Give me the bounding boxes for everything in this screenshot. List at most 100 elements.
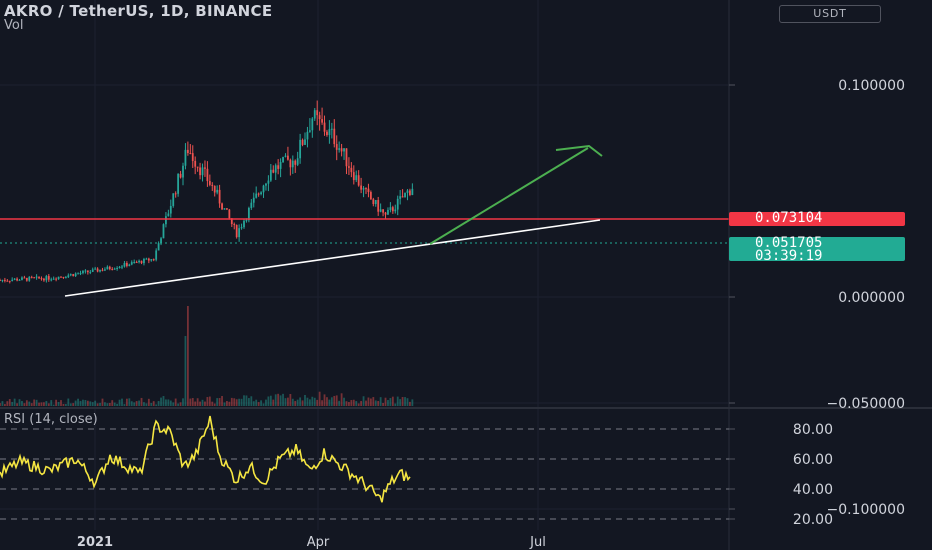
volume-bar bbox=[94, 400, 97, 406]
volume-bar bbox=[101, 398, 104, 406]
volume-bar bbox=[152, 401, 155, 406]
candle-body bbox=[289, 159, 292, 168]
currency-button[interactable]: USDT bbox=[779, 5, 881, 23]
volume-bar bbox=[67, 398, 70, 406]
symbol-title[interactable]: AKRO / TetherUS, 1D, BINANCE bbox=[4, 2, 273, 20]
rsi-axis[interactable]: 80.00 60.00 40.00 20.00 bbox=[729, 422, 833, 528]
volume-bar bbox=[125, 398, 128, 406]
candle-body bbox=[279, 162, 282, 169]
volume-bar bbox=[35, 399, 38, 406]
volume-bar bbox=[411, 399, 414, 406]
volume-label[interactable]: Vol bbox=[4, 18, 24, 33]
candle-body bbox=[25, 277, 28, 281]
volume-bar bbox=[333, 395, 336, 406]
rsi-tick-label: 60.00 bbox=[793, 452, 833, 468]
rsi-label[interactable]: RSI (14, close) bbox=[4, 412, 98, 427]
volume-bar bbox=[235, 399, 238, 406]
price-axis[interactable]: 0.2500000.2000000.1500000.1000000.000000… bbox=[729, 0, 905, 518]
candle-body bbox=[365, 188, 367, 190]
rsi-tick-label: 80.00 bbox=[793, 422, 833, 438]
volume-bar bbox=[321, 400, 323, 406]
volume-bar bbox=[379, 397, 382, 406]
candle-body bbox=[260, 192, 262, 195]
volume-bar bbox=[360, 400, 363, 406]
candle-body bbox=[40, 278, 43, 280]
volume-bar bbox=[243, 395, 245, 406]
rsi-tick-label: 40.00 bbox=[793, 482, 833, 498]
candle-body bbox=[409, 190, 411, 195]
candle-body bbox=[326, 131, 328, 136]
volume-bar bbox=[189, 398, 192, 406]
trend-line[interactable] bbox=[64, 219, 601, 297]
candle-body bbox=[18, 279, 21, 281]
volume-bar bbox=[91, 402, 94, 406]
volume-bar bbox=[223, 402, 226, 406]
volume-bar bbox=[55, 399, 58, 406]
candle-body bbox=[348, 166, 350, 168]
volume-bar bbox=[172, 402, 175, 406]
candle-body bbox=[335, 144, 338, 150]
volume-bar bbox=[382, 402, 384, 406]
candle-body bbox=[50, 279, 53, 281]
price-tick-label: −0.050000 bbox=[826, 396, 905, 412]
candle-body bbox=[255, 193, 258, 198]
volume-bar bbox=[74, 400, 77, 406]
volume-bar bbox=[160, 397, 162, 406]
volume-bar bbox=[104, 402, 106, 406]
volume-bar bbox=[216, 398, 219, 406]
volume-bar bbox=[335, 395, 338, 406]
volume-bar bbox=[269, 395, 272, 406]
resistance-price-tag: 0.073104 bbox=[729, 211, 905, 226]
candle-body bbox=[74, 273, 77, 277]
volume-bar bbox=[230, 397, 233, 406]
candle-body bbox=[243, 220, 245, 228]
candle-body bbox=[372, 199, 375, 205]
candle-body bbox=[11, 279, 14, 282]
candle-body bbox=[67, 275, 70, 278]
candle-body bbox=[216, 189, 219, 193]
volume-bar bbox=[184, 336, 187, 406]
candle-body bbox=[16, 278, 18, 281]
volume-bar bbox=[265, 399, 267, 406]
candle-body bbox=[111, 268, 114, 270]
chart-header: AKRO / TetherUS, 1D, BINANCE Vol bbox=[4, 2, 272, 33]
candle-body bbox=[362, 188, 365, 190]
volume-bar bbox=[247, 398, 250, 406]
volume-bar bbox=[86, 400, 89, 406]
volume-bar bbox=[384, 397, 387, 406]
candle-body bbox=[272, 169, 275, 173]
candle-body bbox=[389, 207, 392, 210]
volume-bar bbox=[304, 394, 306, 406]
time-label-jul: Jul bbox=[529, 535, 546, 550]
last-price-value: 0.051705 bbox=[755, 235, 823, 251]
volume-bar bbox=[357, 403, 360, 406]
projection-arrow[interactable] bbox=[429, 144, 603, 245]
volume-bar bbox=[18, 399, 21, 406]
candle-body bbox=[340, 148, 343, 152]
candle-body bbox=[240, 227, 243, 229]
volume-bar bbox=[257, 402, 260, 406]
volume-bar bbox=[3, 404, 6, 406]
candle-body bbox=[125, 263, 128, 266]
volume-bar bbox=[211, 401, 214, 406]
candle-body bbox=[218, 189, 221, 204]
volume-bar bbox=[150, 403, 153, 406]
candle-body bbox=[228, 209, 231, 219]
volume-bar bbox=[177, 403, 180, 406]
price-tick-label: 0.000000 bbox=[838, 290, 905, 306]
candle-body bbox=[57, 276, 60, 280]
volume-bar bbox=[145, 403, 148, 406]
volume-bar bbox=[323, 394, 326, 406]
rsi-levels bbox=[0, 428, 729, 520]
volume-bar bbox=[186, 306, 189, 406]
volume-bar bbox=[162, 396, 165, 406]
candle-body bbox=[352, 172, 355, 181]
candle-body bbox=[230, 218, 233, 225]
rsi-tick-label: 20.00 bbox=[793, 512, 833, 528]
candle-body bbox=[328, 129, 331, 136]
volume-bar bbox=[25, 400, 28, 406]
candle-body bbox=[333, 128, 336, 145]
candle-body bbox=[396, 198, 399, 210]
volume-bar bbox=[8, 399, 11, 406]
